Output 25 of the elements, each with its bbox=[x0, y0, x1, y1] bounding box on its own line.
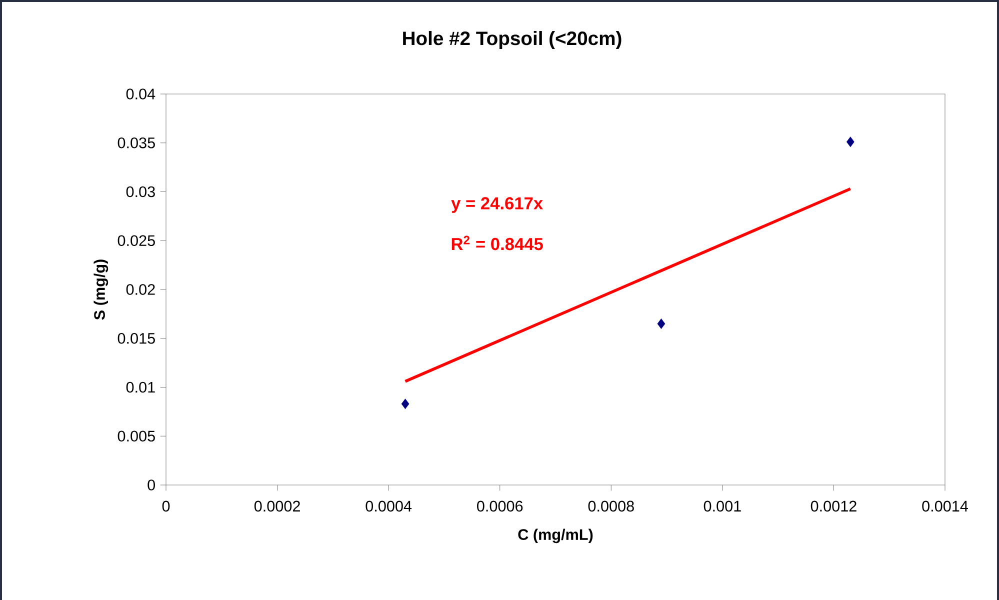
point bbox=[657, 318, 666, 329]
y-tick-label: 0.005 bbox=[118, 430, 155, 442]
y-tick-label: 0.03 bbox=[126, 186, 155, 198]
annotation: y = 24.617x bbox=[451, 197, 543, 213]
x-tick-label: 0.0004 bbox=[366, 500, 412, 512]
y-tick-label: 0.015 bbox=[118, 332, 155, 344]
x-tick-label: 0.0012 bbox=[810, 500, 856, 512]
x-axis-title: C (mg/mL) bbox=[518, 528, 593, 544]
y-axis-title: S (mg/g) bbox=[94, 260, 108, 320]
y-tick-label: 0.025 bbox=[118, 235, 155, 246]
point bbox=[401, 398, 410, 409]
x-tick-label: 0 bbox=[162, 500, 170, 512]
x-tick-label: 0.001 bbox=[704, 500, 741, 512]
x-tick-label: 0.0008 bbox=[588, 500, 634, 512]
x-tick-label: 0.0006 bbox=[477, 500, 523, 512]
point bbox=[846, 136, 854, 147]
chart-title: Hole #2 Topsoil (<20cm) bbox=[403, 30, 622, 50]
y-tick-label: 0.02 bbox=[126, 284, 155, 295]
x-tick-label: 0.0014 bbox=[922, 500, 968, 512]
annotation: R$^{2}$ = 0.8445 bbox=[452, 236, 543, 250]
y-tick-label: 0.035 bbox=[118, 137, 155, 148]
y-tick-label: 0 bbox=[148, 480, 155, 490]
y-tick-label: 0.04 bbox=[126, 88, 156, 100]
x-tick-label: 0.0002 bbox=[254, 500, 300, 512]
y-tick-label: 0.01 bbox=[126, 382, 155, 393]
